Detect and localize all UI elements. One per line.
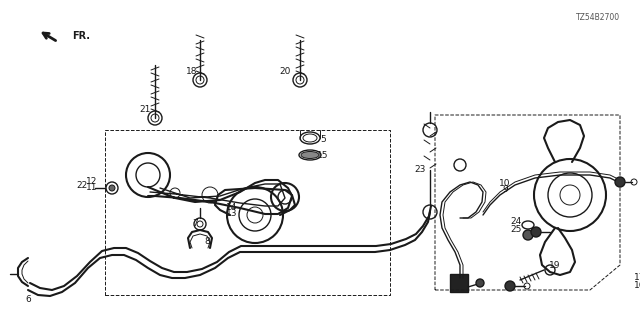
Text: 18: 18 (186, 68, 198, 76)
Text: 23: 23 (414, 165, 426, 174)
Text: 10: 10 (499, 179, 511, 188)
Bar (450, 274, 468, 292)
Text: FR.: FR. (72, 31, 90, 41)
Text: 12: 12 (86, 177, 98, 186)
Text: 9: 9 (502, 186, 508, 195)
Circle shape (615, 177, 625, 187)
Text: 25: 25 (510, 226, 522, 235)
Circle shape (505, 281, 515, 291)
Text: 24: 24 (510, 218, 522, 227)
Text: 22: 22 (76, 180, 88, 189)
Circle shape (531, 227, 541, 237)
Text: 17: 17 (634, 274, 640, 283)
Text: 11: 11 (86, 183, 98, 193)
Circle shape (109, 185, 115, 191)
Text: TZ54B2700: TZ54B2700 (576, 13, 620, 22)
Text: 7: 7 (192, 220, 198, 228)
Ellipse shape (301, 151, 319, 158)
Text: 16: 16 (634, 282, 640, 291)
Text: 8: 8 (204, 237, 210, 246)
Text: 19: 19 (549, 260, 561, 269)
Text: 20: 20 (279, 68, 291, 76)
Text: 6: 6 (25, 295, 31, 305)
Text: 5: 5 (320, 135, 326, 145)
Text: 21: 21 (140, 106, 150, 115)
Text: 15: 15 (317, 150, 329, 159)
Text: 13: 13 (227, 210, 237, 219)
Text: 14: 14 (227, 203, 237, 212)
Circle shape (523, 230, 533, 240)
Circle shape (476, 279, 484, 287)
